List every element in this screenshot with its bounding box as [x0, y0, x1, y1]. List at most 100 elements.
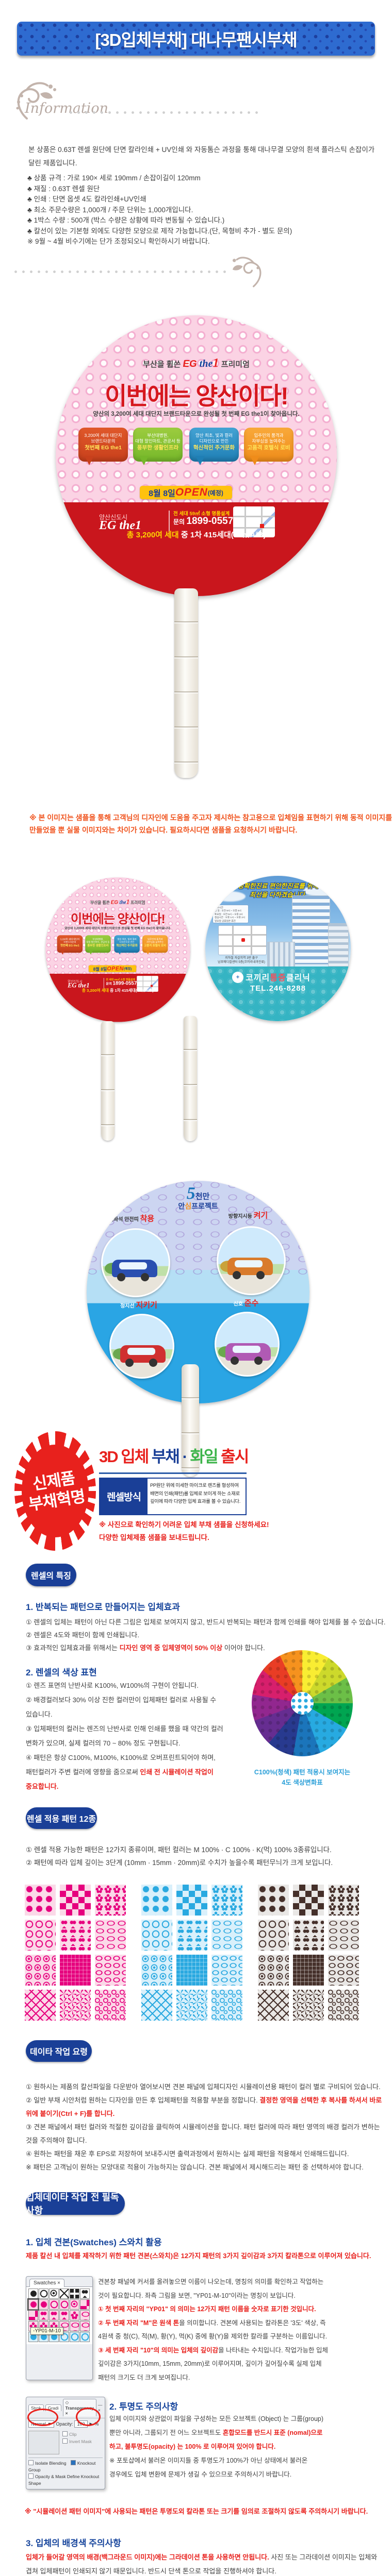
fan1-brand-line: 부산을 휩쓴 EG the1 프리미엄: [56, 357, 337, 370]
text-segment: OPEN: [107, 965, 124, 972]
swatch-mag-checker: [28, 2310, 38, 2320]
text-segment: 위에 붙이기(Ctrl + F)를 합니다.: [26, 2110, 115, 2117]
phone-prefix: 문의: [173, 518, 187, 526]
text-line: ③ 입체패턴의 컬러는 렌즈의 난반사로 인해 인쇄를 했을 때 약간의 컬러: [26, 1722, 315, 1736]
vignette-caption-3: 정지선 지키기: [120, 1301, 157, 1310]
text-line: ♣ 상품 규격 : 가로 190× 세로 190mm / 손잡이길이 120mm: [27, 173, 368, 184]
speech-bubble-2: 부산대병원, 대형 할인마트, 관공서 등 풍부한 생활인프라: [133, 428, 183, 465]
text-segment: 디자인 영역 중 입체영역이 50% 이상: [119, 1644, 223, 1652]
swirl-decoration-left: [11, 78, 61, 120]
text-line: 것이 필요합니다. 좌측 그림을 보면, "YP01-M-10"이라는 명칭이 …: [98, 2289, 377, 2303]
pattern-tile-flowers-cyn: [211, 1885, 242, 1916]
logo-text: 천만: [195, 1192, 210, 1201]
workflow-body: ① 원하시는 제품의 칼선파일을 다운받아 열어보시면 견본 패널에 입체디자인…: [26, 2080, 382, 2174]
text-segment: 을 나타내는 수치입니다. 작업가능한 입체: [218, 2346, 329, 2354]
swatch-mag-checker: [80, 2299, 90, 2310]
color-wheel: [252, 1650, 353, 1756]
text-line: ♣ 재질 : 0.63T 렌셀 원단: [27, 184, 368, 195]
pattern-tile-squares-blk: [293, 1955, 324, 1986]
pattern-tile-swirls-mag: [95, 1990, 126, 2021]
knockout-group-label: Knockout Group: [28, 2461, 96, 2472]
text-segment: 결정한 영역을 선택한 후 복사를 하셔서 바로: [259, 2096, 382, 2104]
location-map-thumbnail: [233, 506, 275, 537]
pattern-group-cyn: [141, 1990, 242, 2021]
readme-s2-body: 입체 이미지와 상관없이 파일을 구성하는 모든 오브젝트 (Object) 는…: [109, 2412, 378, 2482]
speech-bubble: 3,200여 세대 대단지 브랜드타운의 첫번째 EG the1: [57, 935, 83, 955]
text-line: 점심시간 : 오후 1시 ~ 오후 2시: [215, 916, 247, 919]
features-s2-body: ① 렌즈 표면의 난반사로 K100%, W100%의 구현이 안됩니다. ② 배…: [26, 1679, 315, 1794]
speech-bubble-1: 3,200여 세대 대단지 브랜드타운의 첫번째 EG the1: [78, 428, 128, 465]
readme-s3-title: 3. 입체의 배경색 주의사항: [26, 2538, 121, 2548]
lencel-method-box: 렌셀방식 PP원단 위에 미세한 마이크로 렌즈를 형성하여 배면의 인쇄(패턴…: [99, 1478, 247, 1515]
text-segment: ※ 본 이미지는 샘플을 통해 고객님의 디자인에 도움을 주고자 제시하는 참…: [29, 814, 392, 822]
text-segment: 하고, 불투명도(opacity) 는 100% 로 이루어져 있어야 합니다.: [109, 2443, 276, 2450]
text-segment: 중 1차 415세대(59㎡A/B): [181, 531, 266, 539]
pattern-group-mag: [25, 1955, 126, 1986]
swatch-mag-cloud: [80, 2321, 90, 2331]
logo-number: 5: [186, 1184, 195, 1203]
text-segment: 지하철 자갈치역 3번 출구: [225, 957, 258, 960]
text-segment: 총 3,200여 세대: [126, 531, 181, 539]
pattern-tile-circles-blk: [258, 1920, 289, 1951]
text-segment: ② 패턴에 따라 입체 깊이는 3단계 (10mm · 15mm · 20mm)…: [26, 1859, 333, 1867]
title-underline: [99, 1472, 247, 1474]
text-segment: ① 렌셀 적용 가능한 패턴은 12가지 종류이며, 패턴 컬러는 M 100%…: [26, 1846, 332, 1854]
map-marker: [260, 524, 264, 528]
pattern-group-mag: [25, 1885, 126, 1916]
text-line: 일요일·공휴일은 휴진: [215, 920, 247, 923]
text-segment: ① 첫 번째 자리의 "YP01" 의 의미는 12가지 패턴 이름을 숫자로 …: [98, 2306, 316, 2313]
caption-line: C100%(청색) 패턴 적용시 보여지는: [254, 1769, 351, 1776]
text-line: ♣ 1박스 수량 : 500개 (박스 수량은 상황에 따라 변동될 수 있습니…: [27, 215, 368, 226]
bubble-line: 부산대병원,: [147, 433, 169, 438]
text-segment: 겹쳐 입체패턴이 인쇄되지 않기 때문입니다. 반드시 단색 톤으로 작업을 진…: [26, 2567, 276, 2575]
vignette-caption-2: 방향지시등 켜기: [228, 1211, 268, 1220]
clinic-logo-icon: +: [232, 972, 243, 983]
text-segment: 토요일 : 오전 9시 ~ 오후 3시: [215, 912, 243, 916]
swatches-tab: Swatches ×: [29, 2279, 64, 2287]
text-line: ② 배경컬러보다 30% 이상 진한 컬러만이 입체패턴 컬러로 사용될 수: [26, 1693, 315, 1707]
pattern-group-blk: [258, 1990, 359, 2021]
fan1-handle: [174, 588, 198, 778]
text-line: 뿐만 아니라, 그룹되기 전 어느 오브젝트도 혼합모드를 반드시 표준 (no…: [109, 2426, 378, 2440]
simulation-note: ※ "시뮬레이션 패턴 이미지"에 사용되는 패턴은 투명도외 칼라톤 또는 크…: [25, 2507, 368, 2515]
bubble-line: 자부심을 높여주는: [252, 438, 286, 444]
pattern-tile-clouds-blk: [328, 1920, 359, 1951]
text-segment: 본 상품은 0.63T 렌셀 원단에 단면 칼라인쇄 + UV인쇄 와 자동톰슨…: [28, 146, 375, 154]
swatch-mag-heart: [59, 2310, 69, 2320]
text-segment: 총 3,200여 세대: [81, 988, 110, 993]
pattern-tile-flowers-mag: [95, 1885, 126, 1916]
vignette-caption-4: 신호 준수: [233, 1299, 259, 1308]
clinic-schedule-box: 진료시간 평 일 : 오전 9시 ~ 오후 6시 토요일 : 오전 9시 ~ 오후 …: [213, 905, 249, 923]
text-line: ※ 포토샵에서 불러온 이미지들 중 투명도가 100%가 아닌 상태에서 불러…: [109, 2454, 378, 2468]
text-segment: ·: [178, 1448, 190, 1466]
text-segment: ③ 입체패턴의 컬러는 렌즈의 난반사로 인해 인쇄를 했을 때 약간의 컬러: [26, 1725, 223, 1733]
text-segment: 통증: [270, 974, 286, 982]
fan-back-clinic: 정확한진료 편안한진료를 위해 최선을 다하겠습니다. 진료시간 평 일 : 오전…: [205, 876, 351, 1021]
swatch-mag-dot-selected: [27, 2298, 39, 2311]
swatch-mag-circle: [59, 2299, 69, 2310]
text-segment: ③ 효과적인 입체효과를 위해서는: [26, 1644, 120, 1652]
speech-bubble: 양산 최초, 빛과 컬러 디자인으로 만든 혁신적인 주거문화: [114, 935, 140, 955]
starburst-text: 신제품 부채혁명: [6, 1426, 105, 1556]
new-product-starburst: 신제품 부채혁명: [14, 1431, 96, 1551]
text-segment: ※ 9월 ~ 4월 비수기에는 단가 조정되오니 확인하시기 바랍니다.: [27, 238, 210, 245]
pattern-group-blk: [258, 1885, 359, 1916]
sample-request-note: ※ 사진으로 확인하기 어려운 입체 부채 샘플을 신청하세요! 다양한 입체제…: [99, 1518, 269, 1544]
text-segment: 인쇄 전 시뮬레이션 작업이: [140, 1768, 214, 1776]
car-shape: [225, 1343, 271, 1365]
text-line: ♣ 칼선이 있는 기본형 외에도 다양한 모양으로 제작 가능합니다.(단, 목…: [27, 226, 368, 237]
text-segment: 변화가 있으며, 실제 컬러의 70 ~ 80% 정도 구현됩니다.: [26, 1739, 181, 1747]
text-line: 토요일 : 오전 9시 ~ 오후 3시: [215, 913, 247, 916]
slogan-line1: 정확한진료 편안한진료를 위해: [237, 883, 319, 890]
text-line: ④ 패턴은 항상 C100%, M100%, K100%로 오버프린트되어야 하…: [26, 1751, 315, 1765]
swatch-mag-circle: [49, 2299, 59, 2310]
pattern-tile-swirls-blk: [328, 1990, 359, 2021]
pattern-row: [25, 1920, 359, 1951]
text-segment: 혼합모드를 반드시 표준 (nomal)으로: [222, 2429, 323, 2436]
text-segment: 8월 8일: [93, 967, 107, 972]
invert-mask-checkbox: [62, 2438, 68, 2444]
text-line: 경우에도 입체 변환에 문제가 생길 수 있으므로 주의하시기 바랍니다.: [109, 2468, 378, 2482]
swatch-bw-heart: [80, 2289, 90, 2299]
workflow-pill: 데이타 작업 요령: [26, 2040, 92, 2062]
fan1-city: 양산신도시: [99, 514, 128, 521]
